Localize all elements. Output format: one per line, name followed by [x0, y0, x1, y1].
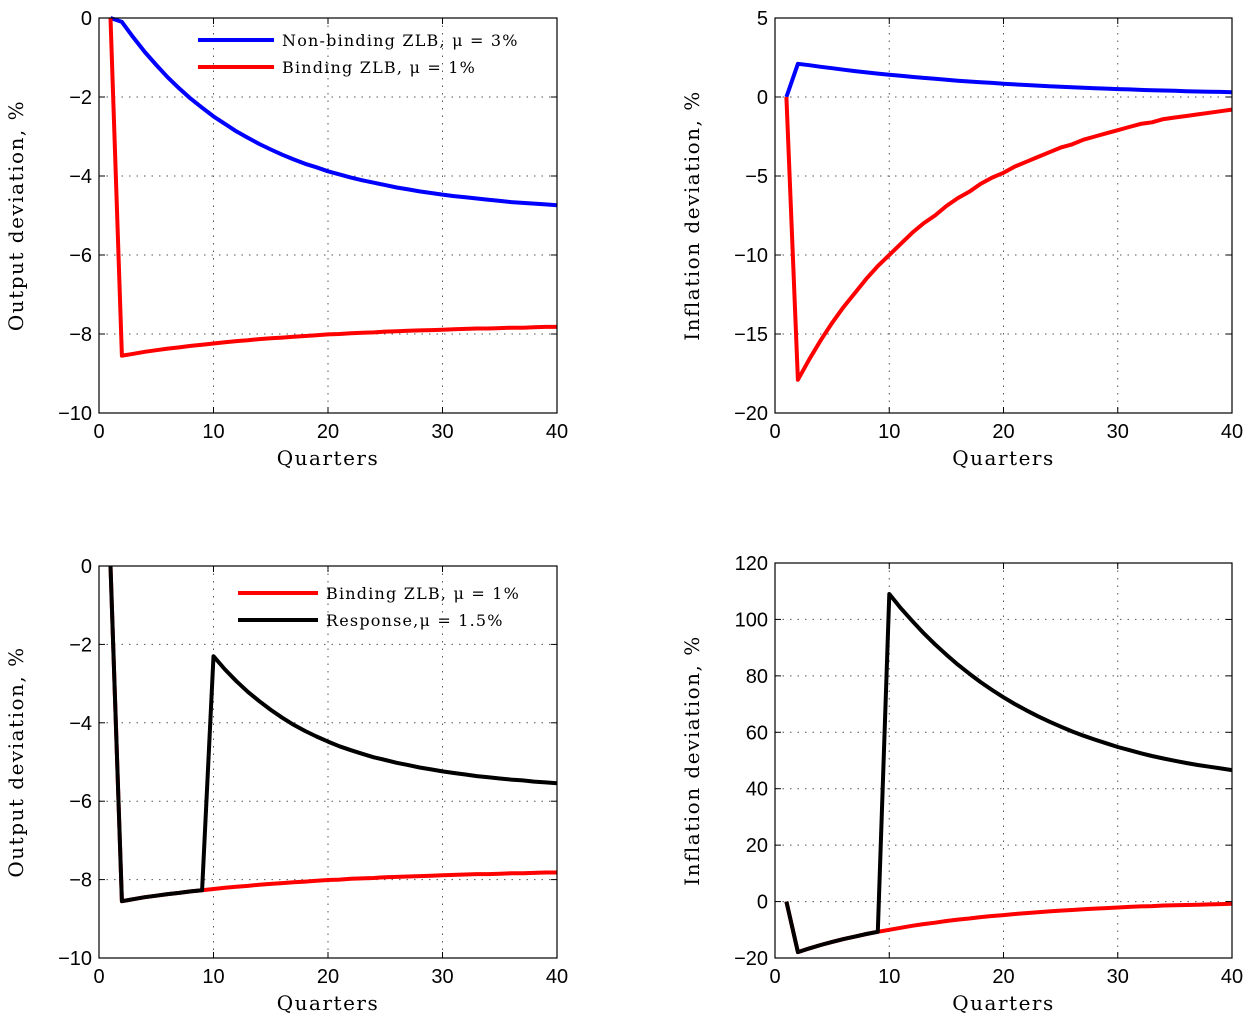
chart-panel-2: 0 10 20 30 4050−5−10−15−20QuartersInflation … [680, 8, 1243, 470]
x-axis-label: Quarters [952, 446, 1054, 470]
x-tick-label: 0 [769, 966, 780, 988]
y-tick-label: 120 [735, 553, 768, 575]
x-tick-label: 30 [1107, 421, 1129, 443]
y-tick-label: 0 [81, 556, 92, 578]
x-tick-label: 0 [93, 421, 104, 443]
y-tick-label: 5 [757, 8, 768, 30]
x-tick-label: 30 [431, 421, 453, 443]
y-tick-label: −6 [69, 245, 92, 267]
y-tick-label: 100 [735, 609, 768, 631]
x-tick-label: 20 [992, 421, 1014, 443]
x-tick-label: 40 [546, 966, 568, 988]
x-tick-label: 20 [317, 421, 339, 443]
y-tick-label: −5 [745, 166, 768, 188]
series-line-2 [784, 96, 1233, 382]
chart-panel-4: 0 10 20 30 40120100806040200−20QuartersInfla… [680, 553, 1243, 1015]
y-axis-label: Output deviation, % [4, 646, 28, 877]
x-tick-label: 0 [769, 421, 780, 443]
legend-entry-1: Binding ZLB, μ = 1% [326, 584, 520, 603]
chart-panel-3: 0 10 20 30 40 0 −2 −4 −6 −8 −10 Quarters Output devi… [4, 556, 568, 1015]
y-tick-label: −4 [69, 713, 92, 735]
y-tick-label: −20 [734, 948, 768, 970]
y-tick-label: −10 [58, 403, 92, 425]
y-axis-label: Output deviation, % [4, 100, 28, 331]
x-tick-label: 10 [878, 966, 900, 988]
x-tick-label: 30 [1107, 966, 1129, 988]
legend: Binding ZLB, μ = 1% Response,μ = 1.5% [238, 584, 520, 630]
chart-panel-1: 0 10 20 30 40 0 −2 −4 −6 −8 −10 Quarters Output devi… [4, 8, 568, 470]
series-line-2 [108, 565, 558, 904]
y-tick-label: 0 [757, 87, 768, 109]
y-tick-label: −2 [69, 634, 92, 656]
legend: Non-binding ZLB, μ = 3% Binding ZLB, μ = … [198, 31, 519, 77]
series-line-1 [109, 16, 558, 208]
y-tick-label: −10 [734, 245, 768, 267]
legend-entry-2: Response,μ = 1.5% [326, 611, 504, 630]
y-tick-label: −8 [69, 324, 92, 346]
x-tick-label: 20 [992, 966, 1014, 988]
legend-entry-2: Binding ZLB, μ = 1% [282, 58, 476, 77]
x-tick-label: 0 [93, 966, 104, 988]
y-tick-label: −4 [69, 166, 92, 188]
plot-frame [774, 17, 1233, 414]
x-axis-label: Quarters [277, 446, 379, 470]
y-tick-label: −8 [69, 870, 92, 892]
y-tick-label: −15 [734, 324, 768, 346]
y-tick-label: −10 [58, 948, 92, 970]
x-tick-label: 40 [546, 421, 568, 443]
legend-entry-1: Non-binding ZLB, μ = 3% [282, 31, 519, 50]
y-tick-label: 20 [746, 835, 768, 857]
x-axis-label: Quarters [952, 991, 1054, 1015]
series-line-1 [784, 901, 1233, 955]
x-tick-label: 20 [317, 966, 339, 988]
y-tick-label: −2 [69, 87, 92, 109]
series-line-1 [784, 61, 1233, 98]
y-tick-label: −6 [69, 791, 92, 813]
x-tick-label: 10 [202, 421, 224, 443]
y-axis-label: Inflation deviation, % [680, 90, 704, 341]
x-tick-label: 30 [431, 966, 453, 988]
x-tick-label: 10 [878, 421, 900, 443]
x-axis-label: Quarters [277, 991, 379, 1015]
y-tick-label: −20 [734, 403, 768, 425]
y-axis-label: Inflation deviation, % [680, 635, 704, 886]
x-tick-label: 40 [1221, 421, 1243, 443]
y-tick-label: 0 [757, 892, 768, 914]
x-tick-label: 40 [1221, 966, 1243, 988]
series-line-2 [784, 592, 1233, 955]
y-tick-label: 40 [746, 779, 768, 801]
x-tick-label: 10 [202, 966, 224, 988]
series-line-2 [108, 17, 557, 358]
y-tick-label: 0 [81, 8, 92, 30]
y-tick-label: 80 [746, 666, 768, 688]
y-tick-label: 60 [746, 722, 768, 744]
